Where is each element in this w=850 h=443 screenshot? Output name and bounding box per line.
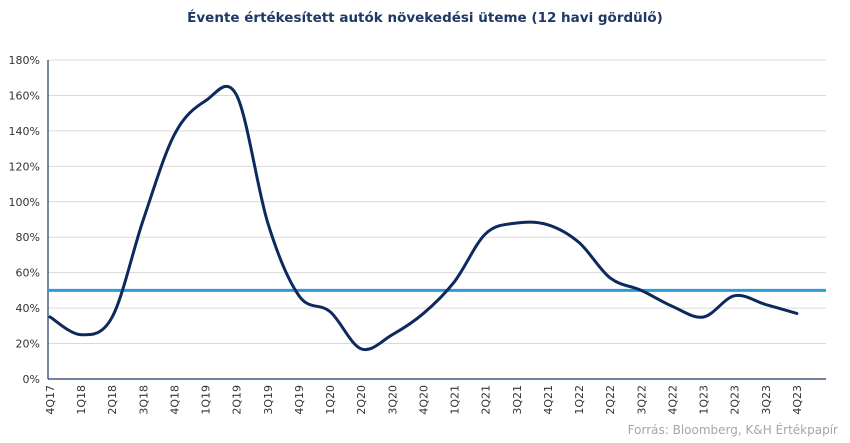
x-tick-label: 4Q20 xyxy=(417,385,430,415)
series-layer xyxy=(48,84,799,352)
y-tick-label: 160% xyxy=(9,89,40,102)
x-tick-label: 3Q22 xyxy=(635,385,648,415)
y-tick-label: 0% xyxy=(23,373,40,386)
x-tick-label: 4Q21 xyxy=(542,385,555,415)
x-tick-label: 2Q20 xyxy=(355,385,368,415)
x-tick-label: 3Q18 xyxy=(137,385,150,415)
y-tick-label: 60% xyxy=(16,267,40,280)
x-tick-label: 2Q21 xyxy=(480,385,493,415)
x-tick-label: 4Q22 xyxy=(666,385,679,415)
x-axis-ticks: 4Q17 1Q18 2Q18 3Q18 4Q18 1Q19 2Q19 3Q19 4Q19 1Q20… xyxy=(44,385,804,415)
y-tick-label: 100% xyxy=(9,196,40,209)
axes xyxy=(47,60,826,380)
y-tick-label: 20% xyxy=(16,338,40,351)
y-tick-label: 120% xyxy=(9,160,40,173)
x-tick-label: 2Q23 xyxy=(729,385,742,415)
x-tick-label: 1Q19 xyxy=(200,385,213,415)
x-tick-label: 3Q23 xyxy=(760,385,773,415)
x-tick-label: 4Q23 xyxy=(791,385,804,415)
x-tick-label: 1Q20 xyxy=(324,385,337,415)
chart-title: Évente értékesített autók növekedési üte… xyxy=(187,10,663,26)
source-note: Forrás: Bloomberg, K&H Értékpapír xyxy=(627,423,838,437)
x-tick-label: 1Q21 xyxy=(449,385,462,415)
gridlines xyxy=(48,59,826,345)
series-line xyxy=(48,84,799,352)
x-tick-label: 4Q17 xyxy=(44,385,57,415)
x-tick-label: 2Q22 xyxy=(604,385,617,415)
x-tick-label: 2Q18 xyxy=(106,385,119,415)
x-tick-label: 1Q22 xyxy=(573,385,586,415)
x-tick-label: 1Q23 xyxy=(698,385,711,415)
x-tick-label: 3Q21 xyxy=(511,385,524,415)
y-tick-label: 40% xyxy=(16,302,40,315)
x-tick-label: 4Q19 xyxy=(293,385,306,415)
x-tick-label: 3Q20 xyxy=(386,385,399,415)
y-tick-label: 140% xyxy=(9,125,40,138)
y-tick-label: 80% xyxy=(16,231,40,244)
x-tick-label: 4Q18 xyxy=(168,385,181,415)
y-tick-label: 180% xyxy=(9,54,40,67)
y-axis-ticks: 0% 20% 40% 60% 80% 100% 120% 140% 160% 180% xyxy=(9,54,40,386)
x-tick-label: 1Q18 xyxy=(75,385,88,415)
x-tick-label: 2Q19 xyxy=(231,385,244,415)
x-tick-label: 3Q19 xyxy=(262,385,275,415)
